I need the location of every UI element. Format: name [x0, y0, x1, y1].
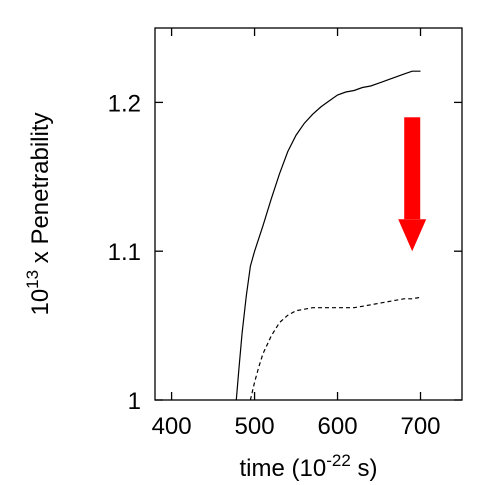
- ticks: 400 500 600 700 1 1.1 1.2: [108, 28, 462, 440]
- y-axis-title-post: x Penetrability: [27, 112, 54, 269]
- arrow-shaft: [404, 117, 421, 220]
- x-tick-label: 600: [318, 413, 358, 440]
- y-axis-title-sup: 13: [23, 270, 42, 289]
- y-tick-label: 1.2: [108, 90, 141, 117]
- arrow-head: [398, 219, 427, 252]
- x-axis-title-sup: -22: [326, 451, 351, 470]
- y-axis-title-pre: 10: [27, 289, 54, 316]
- x-tick-label: 500: [235, 413, 275, 440]
- series-line-solid: [235, 70, 421, 400]
- x-tick-label: 400: [152, 413, 192, 440]
- red-arrow: [398, 117, 427, 252]
- plot-frame: [154, 27, 463, 401]
- x-axis-title-pre: time (10: [240, 455, 327, 482]
- y-axis-title: 1013 x Penetrability: [23, 112, 54, 315]
- x-axis-title-post: s): [351, 455, 378, 482]
- x-tick-label: 700: [400, 413, 440, 440]
- x-axis-title: time (10-22 s): [240, 451, 378, 482]
- series-group: [235, 70, 421, 400]
- series-line-dashed: [249, 296, 421, 400]
- y-tick-label: 1.1: [108, 239, 141, 266]
- y-tick-label: 1: [128, 388, 141, 415]
